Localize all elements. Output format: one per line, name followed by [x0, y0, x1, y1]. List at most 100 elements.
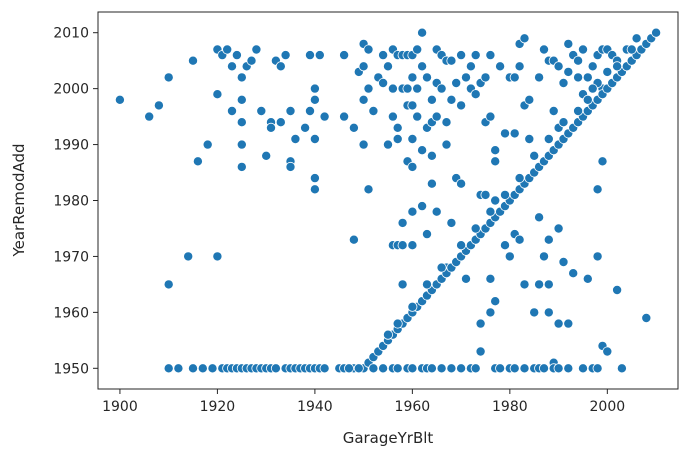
data-point — [402, 83, 413, 94]
data-point — [441, 117, 452, 128]
data-point — [407, 363, 418, 374]
data-point — [553, 318, 564, 329]
data-point — [153, 100, 164, 111]
data-point — [426, 363, 437, 374]
data-point — [426, 150, 437, 161]
data-point — [426, 178, 437, 189]
data-point — [309, 184, 320, 195]
data-point — [495, 61, 506, 72]
data-point — [407, 72, 418, 83]
data-point — [499, 240, 510, 251]
data-point — [309, 94, 320, 105]
y-tick-label: 1970 — [53, 249, 89, 265]
data-point — [265, 122, 276, 133]
data-point — [421, 72, 432, 83]
data-point — [499, 128, 510, 139]
data-point — [407, 240, 418, 251]
data-point — [597, 156, 608, 167]
data-point — [490, 156, 501, 167]
data-point — [490, 145, 501, 156]
data-point — [407, 133, 418, 144]
data-point — [539, 251, 550, 262]
data-point — [378, 78, 389, 89]
data-point — [592, 363, 603, 374]
data-point — [358, 61, 369, 72]
data-point — [519, 33, 530, 44]
data-point — [465, 61, 476, 72]
data-point — [499, 189, 510, 200]
y-tick-label: 1960 — [53, 305, 89, 321]
data-point — [163, 279, 174, 290]
data-point — [651, 27, 662, 38]
x-tick-label: 1980 — [492, 399, 528, 415]
data-point — [475, 318, 486, 329]
data-point — [412, 44, 423, 55]
data-point — [436, 262, 447, 273]
data-point — [421, 229, 432, 240]
data-point — [417, 145, 428, 156]
data-point — [485, 273, 496, 284]
data-point — [421, 279, 432, 290]
data-point — [378, 363, 389, 374]
data-point — [529, 307, 540, 318]
data-point — [173, 363, 184, 374]
data-point — [539, 44, 550, 55]
data-point — [485, 206, 496, 217]
data-point — [558, 78, 569, 89]
data-point — [470, 50, 481, 61]
data-point — [212, 251, 223, 262]
data-point — [592, 251, 603, 262]
data-point — [504, 251, 515, 262]
data-point — [480, 189, 491, 200]
data-point — [480, 72, 491, 83]
data-point — [304, 106, 315, 117]
data-point — [514, 234, 525, 245]
x-tick-label: 2000 — [590, 399, 626, 415]
data-point — [256, 106, 267, 117]
data-point — [558, 256, 569, 267]
data-point — [456, 178, 467, 189]
data-point — [261, 150, 272, 161]
data-point — [231, 50, 242, 61]
data-point — [212, 89, 223, 100]
data-point — [543, 279, 554, 290]
y-tick-label: 2000 — [53, 82, 89, 98]
data-point — [236, 72, 247, 83]
data-point — [470, 89, 481, 100]
data-point — [602, 346, 613, 357]
data-point — [348, 122, 359, 133]
data-point — [236, 94, 247, 105]
data-point — [578, 363, 589, 374]
data-point — [539, 363, 550, 374]
data-point — [587, 83, 598, 94]
data-point — [392, 363, 403, 374]
x-tick-label: 1960 — [395, 399, 431, 415]
data-point — [363, 83, 374, 94]
data-point — [407, 100, 418, 111]
data-point — [382, 329, 393, 340]
data-point — [631, 33, 642, 44]
data-point — [582, 72, 593, 83]
data-point — [582, 94, 593, 105]
data-point — [192, 156, 203, 167]
data-point — [485, 111, 496, 122]
y-axis-label: YearRemodAdd — [10, 143, 28, 257]
data-point — [568, 268, 579, 279]
data-point — [490, 296, 501, 307]
data-point — [251, 44, 262, 55]
data-point — [275, 117, 286, 128]
data-point — [431, 111, 442, 122]
y-tick-label: 2010 — [53, 26, 89, 42]
data-point — [524, 133, 535, 144]
data-point — [407, 161, 418, 172]
data-point — [426, 94, 437, 105]
data-point — [202, 139, 213, 150]
data-point — [309, 83, 320, 94]
data-point — [573, 55, 584, 66]
data-point — [275, 61, 286, 72]
data-point — [490, 195, 501, 206]
data-point — [368, 363, 379, 374]
data-point — [392, 318, 403, 329]
data-point — [602, 66, 613, 77]
